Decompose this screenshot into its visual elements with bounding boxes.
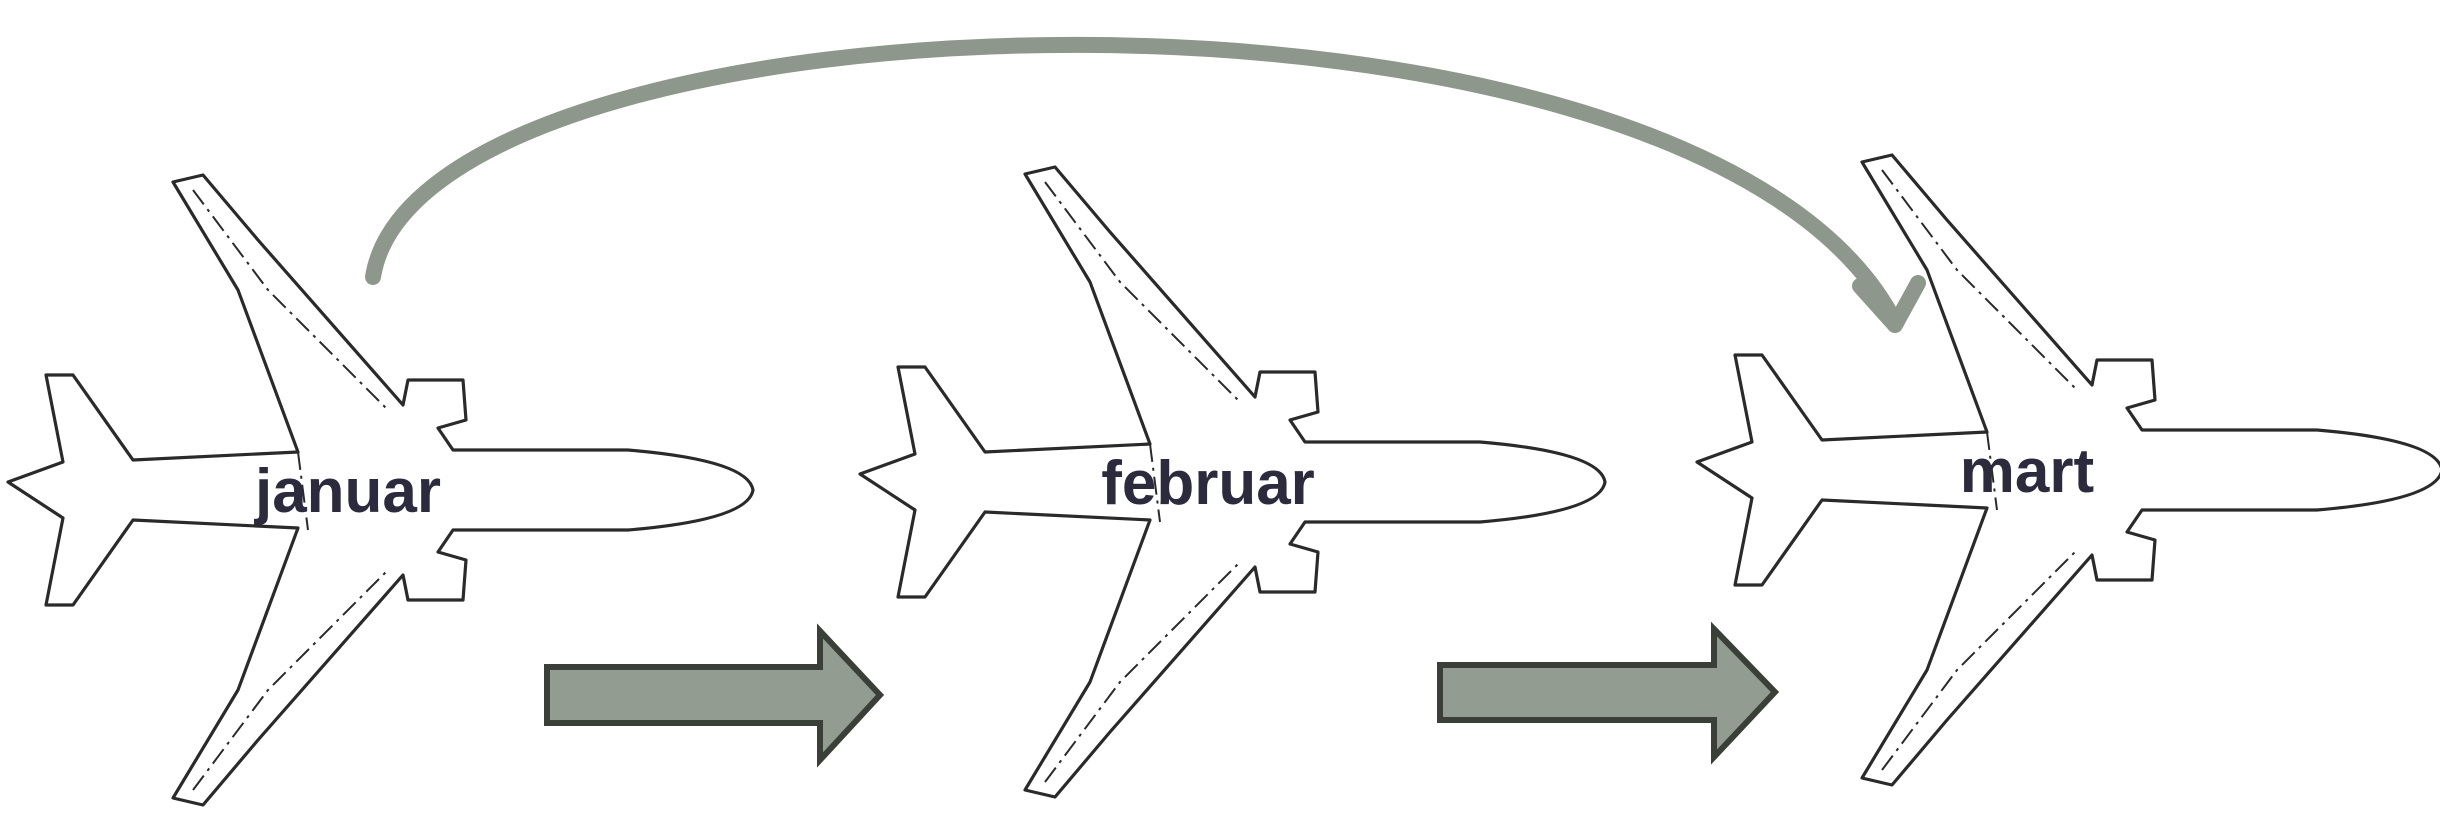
plane-label-januar: januar [254, 457, 441, 526]
curved-arrow-head [1852, 275, 1926, 333]
plane-label-mart: mart [1960, 437, 2094, 506]
right-arrow-1 [544, 623, 885, 768]
right-arrow-2 [1437, 621, 1780, 765]
curved-arrow [365, 36, 1903, 330]
plane-label-februar: februar [1101, 449, 1315, 518]
plane-mart: mart [1695, 153, 2440, 787]
plane-februar: februar [858, 165, 1607, 799]
plane-januar: januar [6, 173, 755, 807]
